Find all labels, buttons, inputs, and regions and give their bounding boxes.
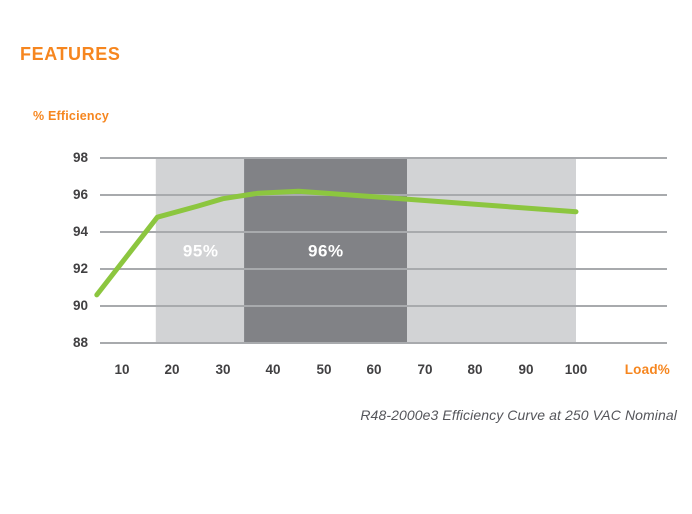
efficiency-line: [94, 188, 579, 298]
x-tick-90: 90: [518, 362, 534, 377]
y-tick-90: 90: [72, 298, 88, 313]
efficiency-chart: 95% 96% 88 90 92 94 96 98 10 20 30 40 50 60 70 80 90 10…: [72, 150, 670, 377]
x-tick-60: 60: [366, 362, 382, 377]
shaded-band-2: [244, 158, 407, 343]
y-tick-92: 92: [72, 261, 88, 276]
x-tick-30: 30: [215, 362, 231, 377]
y-tick-94: 94: [72, 224, 88, 239]
band-label-1: 95%: [183, 242, 219, 261]
y-tick-88: 88: [72, 335, 88, 350]
x-tick-10: 10: [114, 362, 130, 377]
x-tick-40: 40: [265, 362, 281, 377]
y-tick-96: 96: [72, 187, 88, 202]
band-label-2: 96%: [308, 242, 344, 261]
y-axis-title: % Efficiency: [33, 109, 110, 123]
plot-area: 95% 96%: [94, 157, 667, 344]
y-tick-98: 98: [72, 150, 88, 165]
x-tick-50: 50: [316, 362, 332, 377]
page-title: FEATURES: [20, 44, 121, 64]
x-axis-title: Load%: [624, 362, 670, 377]
x-tick-20: 20: [164, 362, 180, 377]
x-tick-100: 100: [564, 362, 588, 377]
x-tick-80: 80: [467, 362, 483, 377]
chart-caption: R48-2000e3 Efficiency Curve at 250 VAC N…: [360, 407, 677, 423]
x-tick-70: 70: [417, 362, 433, 377]
